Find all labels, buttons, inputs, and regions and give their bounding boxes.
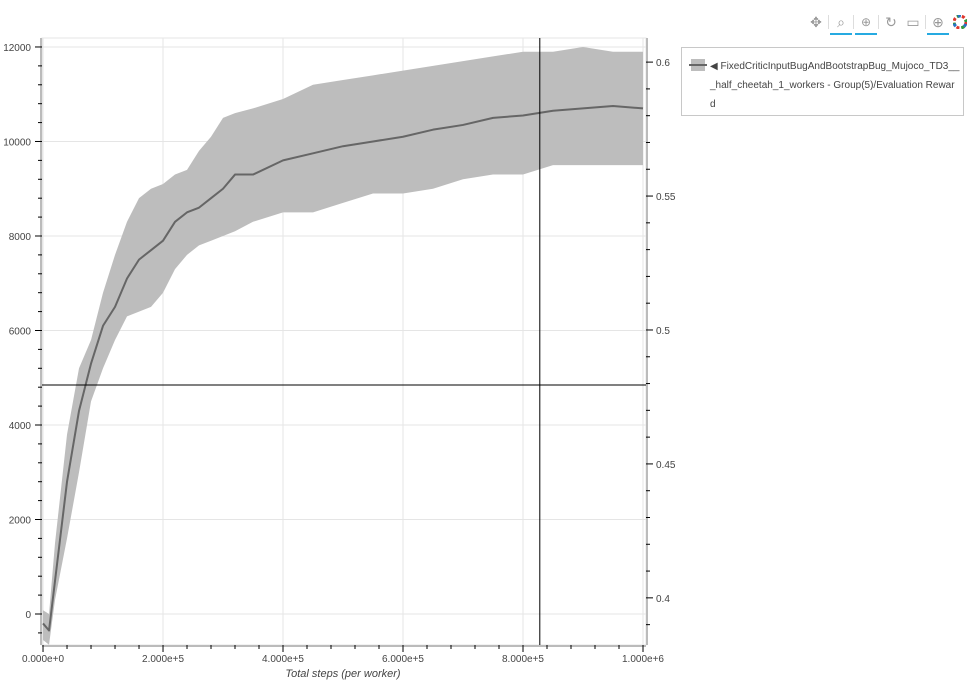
move-icon: ✥ xyxy=(810,13,822,30)
y2-tick-label: 0.4 xyxy=(656,594,670,605)
wheel-zoom-tool-button[interactable]: ⊕ xyxy=(855,10,877,35)
crosshair-tool-button[interactable]: ⊕ xyxy=(927,10,949,35)
axes: 0 2000 4000 6000 8000 10000 12000 0.000e+0 2.000… xyxy=(3,38,676,665)
x-tick-label: 0.000e+0 xyxy=(22,654,64,665)
y2-tick-label: 0.5 xyxy=(656,326,670,337)
divider xyxy=(853,15,854,29)
x-tick-label: 4.000e+5 xyxy=(262,654,304,665)
y2-tick-label: 0.6 xyxy=(656,58,670,69)
confidence-band xyxy=(43,46,644,645)
divider xyxy=(925,15,926,29)
pan-tool-button[interactable]: ✥ xyxy=(805,10,827,34)
reset-tool-button[interactable]: ↻ xyxy=(880,10,902,34)
y-tick-label: 8000 xyxy=(9,232,32,243)
reset-icon: ↻ xyxy=(885,13,897,30)
y-tick-label: 6000 xyxy=(9,326,32,337)
y2-tick-label: 0.45 xyxy=(656,460,676,471)
mean-line xyxy=(42,105,644,632)
toolbar: ✥ ⌕ ⊕ ↻ ▭ ⊕ xyxy=(805,10,971,36)
save-tool-button[interactable]: ▭ xyxy=(902,10,924,34)
legend: ◀ FixedCriticInputBugAndBootstrapBug_Muj… xyxy=(681,47,964,116)
divider xyxy=(828,15,829,29)
y-tick-label: 12000 xyxy=(3,43,31,54)
legend-swatch[interactable] xyxy=(689,59,707,71)
x-axis-label: Total steps (per worker) xyxy=(285,668,400,680)
legend-item-label[interactable]: ◀ FixedCriticInputBugAndBootstrapBug_Muj… xyxy=(710,61,960,110)
box-zoom-tool-button[interactable]: ⌕ xyxy=(830,10,852,35)
x-tick-label: 1.000e+6 xyxy=(622,654,664,665)
y-tick-label: 10000 xyxy=(3,137,31,148)
wheel-zoom-icon: ⊕ xyxy=(860,15,872,29)
series-layer xyxy=(42,46,644,645)
y-tick-label: 4000 xyxy=(9,421,32,432)
box-zoom-icon: ⌕ xyxy=(837,13,845,30)
x-tick-label: 8.000e+5 xyxy=(502,654,544,665)
y-tick-label: 0 xyxy=(25,610,31,621)
x-tick-label: 6.000e+5 xyxy=(382,654,424,665)
bokeh-logo-button[interactable] xyxy=(949,10,971,34)
bokeh-logo-icon xyxy=(953,15,967,29)
y-tick-label: 2000 xyxy=(9,515,32,526)
divider xyxy=(878,15,879,29)
crosshair-icon: ⊕ xyxy=(932,13,944,30)
save-icon: ▭ xyxy=(906,13,920,30)
x-tick-label: 2.000e+5 xyxy=(142,654,184,665)
y2-tick-label: 0.55 xyxy=(656,192,676,203)
